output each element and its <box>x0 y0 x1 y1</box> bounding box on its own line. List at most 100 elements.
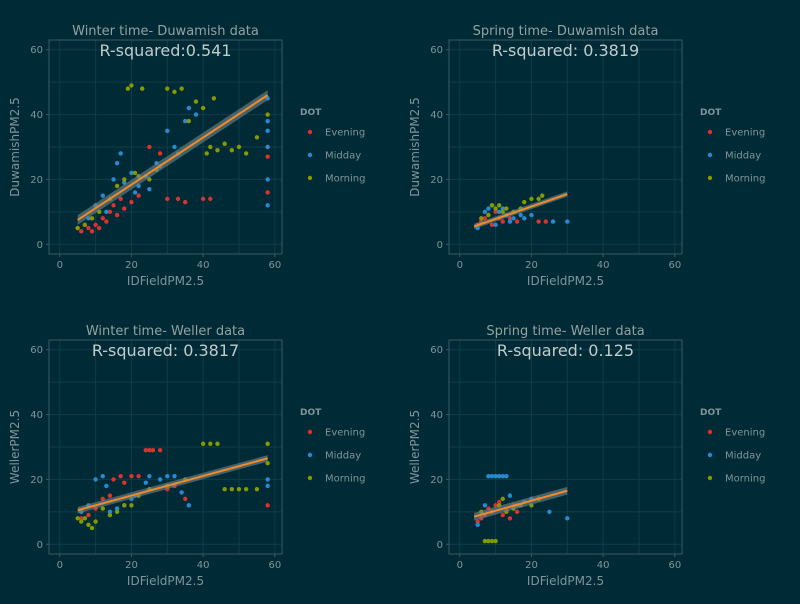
data-point-evening <box>493 209 498 215</box>
data-point-morning <box>489 203 495 208</box>
data-point-evening <box>147 448 152 453</box>
chart-panel-1: 0 20 40 60 0 20 40 60 IDFieldPM2.5 DuwamishPM2.5 W… <box>8 24 365 288</box>
chart-panel-4: 0 20 40 60 0 20 40 60 IDFieldPM2.5 WellerPM2.5 Spr… <box>408 324 765 588</box>
data-point-morning <box>114 183 120 189</box>
y-axis-label: WellerPM2.5 <box>8 410 22 484</box>
data-point-morning <box>229 148 235 153</box>
x-tick-label: 60 <box>668 560 681 571</box>
data-point-evening <box>136 193 141 198</box>
y-tick-label: 60 <box>30 45 43 56</box>
data-point-midday <box>565 219 570 224</box>
data-point-morning <box>193 99 199 104</box>
data-point-morning <box>540 193 545 198</box>
data-point-morning <box>243 486 249 492</box>
data-point-midday <box>143 480 148 485</box>
data-point-midday <box>529 212 534 218</box>
data-point-midday <box>100 193 105 198</box>
data-point-evening <box>150 448 156 453</box>
data-point-morning <box>236 144 242 150</box>
data-point-midday <box>157 477 163 482</box>
data-point-morning <box>529 196 534 202</box>
data-point-evening <box>208 196 213 202</box>
data-point-midday <box>114 161 120 166</box>
data-point-midday <box>500 473 505 479</box>
data-point-midday <box>172 144 177 150</box>
data-point-evening <box>118 196 123 202</box>
legend-key-morning <box>307 475 313 481</box>
legend-title: DOT <box>700 108 722 118</box>
legend-key-morning <box>307 175 313 181</box>
r-squared-annotation: R-squared:0.541 <box>99 41 231 60</box>
legend-label-morning: Morning <box>725 174 765 185</box>
data-point-morning <box>93 519 98 524</box>
x-tick-label: 20 <box>125 560 138 571</box>
grid-lines <box>49 40 282 254</box>
legend-label-evening: Evening <box>725 128 765 139</box>
data-point-evening <box>496 499 502 505</box>
data-point-evening <box>114 212 120 218</box>
data-point-morning <box>122 503 127 508</box>
legend-key-evening <box>707 429 713 435</box>
data-point-midday <box>183 118 188 124</box>
data-point-morning <box>254 135 260 140</box>
y-tick-label: 60 <box>30 345 43 356</box>
x-tick-label: 40 <box>597 260 610 271</box>
data-point-morning <box>265 461 270 466</box>
data-point-morning <box>215 441 220 446</box>
data-point-evening <box>183 199 188 205</box>
data-point-midday <box>179 490 184 495</box>
legend-key-evening <box>307 429 313 435</box>
data-point-midday <box>265 128 270 133</box>
x-axis-label: IDFieldPM2.5 <box>127 574 204 588</box>
data-point-morning <box>129 83 134 88</box>
chart-panel-2: 0 20 40 60 0 20 40 60 IDFieldPM2.5 DuwamishPM2.5 S… <box>408 24 765 288</box>
y-tick-label: 40 <box>30 410 43 421</box>
data-point-midday <box>482 503 488 508</box>
plot-border <box>448 39 683 255</box>
data-point-midday <box>482 209 488 215</box>
legend-label-morning: Morning <box>325 174 365 185</box>
fit-line <box>77 94 269 221</box>
r-squared-annotation: R-squared: 0.3817 <box>92 341 239 360</box>
data-point-midday <box>265 477 270 482</box>
y-tick-label: 40 <box>30 110 43 121</box>
data-point-midday <box>565 516 570 521</box>
fit-line <box>473 193 568 228</box>
legend-label-evening: Evening <box>325 128 365 139</box>
data-point-morning <box>100 506 105 511</box>
data-point-morning <box>200 441 206 446</box>
data-point-midday <box>107 509 113 515</box>
data-point-midday <box>475 522 480 528</box>
data-point-midday <box>100 473 105 479</box>
data-point-midday <box>265 177 270 182</box>
x-axis-label: IDFieldPM2.5 <box>527 574 604 588</box>
y-tick-label: 0 <box>437 240 443 251</box>
data-point-evening <box>147 144 152 150</box>
data-point-evening <box>500 219 505 224</box>
x-tick-label: 0 <box>57 260 63 271</box>
data-point-evening <box>507 216 513 221</box>
data-point-midday <box>550 219 556 224</box>
legend-title: DOT <box>300 408 322 418</box>
grid-lines <box>449 340 682 554</box>
x-tick-label: 0 <box>457 260 463 271</box>
legend-key-evening <box>707 129 713 135</box>
x-tick-label: 60 <box>268 560 281 571</box>
data-point-evening <box>122 206 127 211</box>
data-point-morning <box>208 441 213 446</box>
data-point-evening <box>482 216 488 221</box>
data-point-midday <box>507 219 513 224</box>
data-point-morning <box>79 519 84 524</box>
legend-label-evening: Evening <box>725 428 765 439</box>
data-point-midday <box>511 216 516 221</box>
legend-title: DOT <box>300 108 322 118</box>
y-tick-label: 20 <box>30 475 43 486</box>
data-point-midday <box>104 209 109 215</box>
legend-key-morning <box>707 175 713 181</box>
x-tick-label: 20 <box>125 260 138 271</box>
data-point-evening <box>200 196 206 202</box>
data-point-midday <box>493 473 498 479</box>
data-point-morning <box>215 148 220 153</box>
